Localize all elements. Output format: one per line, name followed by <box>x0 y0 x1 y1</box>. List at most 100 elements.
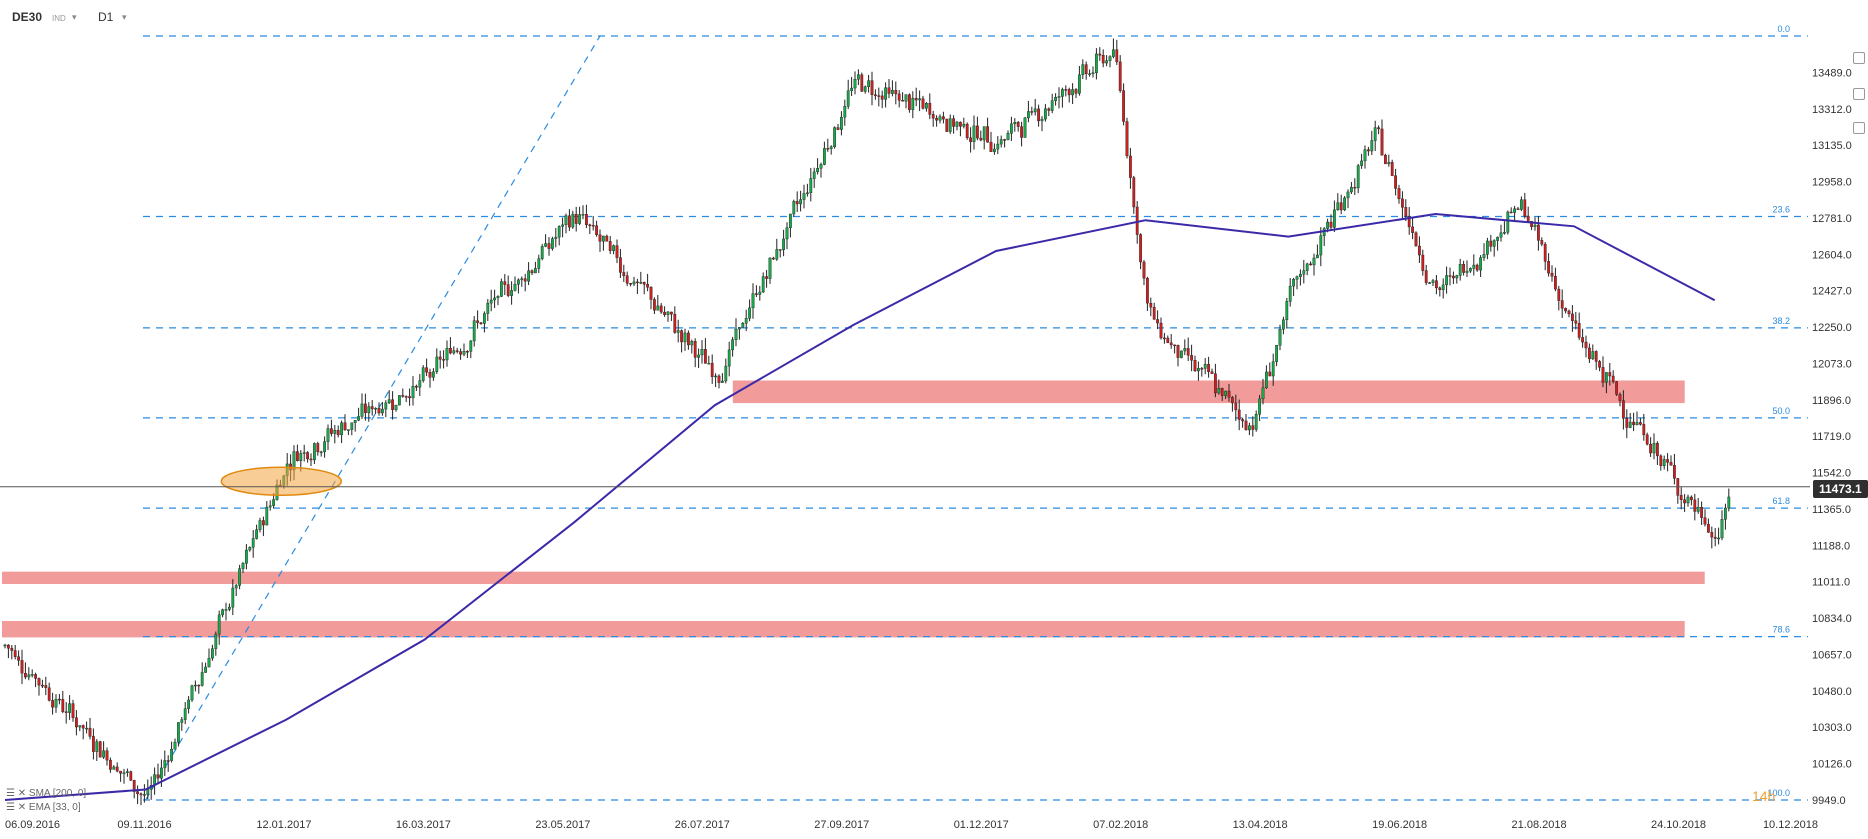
candle-body <box>115 766 119 772</box>
candle-body <box>136 791 139 795</box>
candle-body <box>1659 455 1663 466</box>
candle-body <box>347 429 350 431</box>
candle-body <box>503 281 507 285</box>
candle-body <box>1145 278 1149 304</box>
symbol-label[interactable]: DE30 <box>12 10 43 24</box>
sma-legend[interactable]: ☰ ✕ SMA [200, 0] <box>6 788 87 799</box>
candle-body <box>867 80 871 87</box>
candle-body <box>1200 368 1204 370</box>
candle-body <box>979 137 983 141</box>
candle-body <box>646 284 650 288</box>
candle-body <box>1570 313 1574 321</box>
candle-body <box>1618 394 1622 401</box>
candle-body <box>721 380 724 383</box>
symbol-type: IND <box>52 14 66 23</box>
candle-body <box>387 399 391 404</box>
candle-body <box>1196 368 1200 372</box>
candle-body <box>24 672 27 678</box>
candle-body <box>493 297 496 301</box>
timeframe-label[interactable]: D1 <box>98 10 114 24</box>
candle-body <box>1156 319 1160 324</box>
candle-body <box>775 249 779 260</box>
candle-body <box>673 313 677 333</box>
candle-body <box>1448 275 1452 277</box>
candle-body <box>1111 49 1115 57</box>
candle-body <box>1203 364 1207 369</box>
panel-icon[interactable] <box>1853 122 1865 134</box>
candle-body <box>989 141 993 152</box>
candle-body <box>1305 263 1309 271</box>
candle-body <box>952 118 956 127</box>
candle-body <box>1587 347 1591 360</box>
panel-icon[interactable] <box>1853 52 1865 64</box>
candle-body <box>1666 459 1670 463</box>
candle-body <box>734 328 738 340</box>
chevron-down-icon[interactable]: ▾ <box>72 12 77 22</box>
candle-body <box>972 125 976 142</box>
candle-body <box>659 305 663 313</box>
candle-body <box>68 703 72 713</box>
candle-body <box>193 684 197 687</box>
candle-body <box>1026 111 1030 119</box>
candle-body <box>170 748 173 761</box>
candle-body <box>122 772 126 774</box>
candle-body <box>1400 198 1404 208</box>
candle-body <box>452 350 456 354</box>
candle-body <box>244 549 248 564</box>
candle-body <box>1030 111 1034 113</box>
candle-body <box>1710 532 1714 538</box>
candle-body <box>710 362 714 377</box>
candle-body <box>1057 96 1061 98</box>
candle-body <box>1509 211 1513 214</box>
chevron-down-icon[interactable]: ▾ <box>122 12 127 22</box>
candle-body <box>1513 208 1517 213</box>
candle-body <box>1271 361 1275 377</box>
candle-body <box>142 794 146 796</box>
candle-body <box>125 771 129 773</box>
candle-body <box>119 770 123 774</box>
candle-body <box>91 736 95 752</box>
candle-body <box>241 563 245 569</box>
candle-body <box>1268 371 1272 377</box>
candle-body <box>744 318 748 324</box>
candle-body <box>1213 373 1217 394</box>
candle-body <box>425 367 428 373</box>
candle-body <box>1723 507 1727 520</box>
y-tick-label: 12427.0 <box>1812 286 1852 298</box>
candle-body <box>428 372 432 378</box>
candle-body <box>61 699 65 712</box>
candle-body <box>258 520 262 530</box>
candle-body <box>1360 160 1364 166</box>
candle-body <box>948 118 952 132</box>
candle-body <box>41 684 44 687</box>
candle-body <box>823 148 826 165</box>
candle-body <box>272 499 275 506</box>
ema-legend[interactable]: ☰ ✕ EMA [33, 0] <box>6 802 81 813</box>
candle-body <box>296 451 299 462</box>
candle-body <box>761 276 765 293</box>
x-tick-label: 21.08.2018 <box>1512 819 1567 831</box>
candle-body <box>588 224 592 227</box>
candle-body <box>268 505 272 508</box>
candle-body <box>1720 519 1724 539</box>
fibonacci-levels: 0.0 23.6 38.2 50.0 61.8 78.6 100.0 <box>143 24 1808 801</box>
candle-body <box>1247 425 1251 431</box>
candle-body <box>843 106 847 118</box>
candle-body <box>816 168 820 173</box>
candle-body <box>1689 496 1693 501</box>
candle-body <box>853 79 857 89</box>
candle-body <box>1672 464 1676 479</box>
panel-icon[interactable] <box>1853 88 1865 100</box>
candle-body <box>1421 254 1425 271</box>
candle-body <box>197 684 201 687</box>
candle-body <box>962 123 966 127</box>
candle-body <box>1567 310 1571 315</box>
y-tick-label: 10303.0 <box>1812 722 1852 734</box>
candle-body <box>731 339 735 351</box>
fib-label-78.6: 78.6 <box>1772 625 1790 635</box>
candle-body <box>51 700 55 708</box>
y-tick-label: 12604.0 <box>1812 249 1852 261</box>
candle-body <box>316 443 320 453</box>
candle-body <box>340 422 343 436</box>
